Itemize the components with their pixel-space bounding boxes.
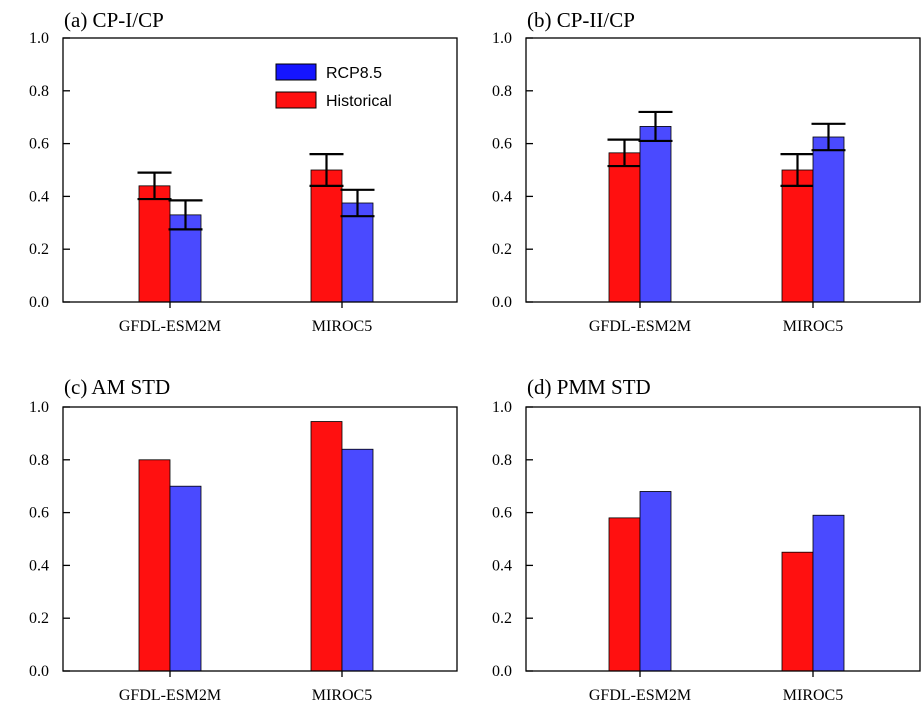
plot-frame xyxy=(62,406,458,672)
panel-a-plot: 0.0 0.2 0.4 0.6 0.8 1.0 GFDL-ESM2M MIROC5 xyxy=(29,30,458,335)
y-tick-label: 0.4 xyxy=(29,188,49,205)
x-category-label: MIROC5 xyxy=(783,318,843,335)
error-bar-historical-1 xyxy=(309,153,344,187)
y-tick-label: 1.0 xyxy=(492,30,512,47)
y-tick-label: 0.8 xyxy=(492,452,512,469)
y-tick-label: 0.2 xyxy=(29,610,49,627)
legend-swatch-rcp85 xyxy=(275,63,317,81)
y-tick-label: 0.8 xyxy=(492,83,512,100)
y-tick-label: 0.8 xyxy=(29,452,49,469)
legend: RCP8.5 Historical xyxy=(275,63,392,110)
y-tick-label: 0.0 xyxy=(492,663,512,680)
bar-rcp85-1 xyxy=(812,136,845,303)
bar-rcp85-1 xyxy=(812,514,845,672)
error-bar-rcp85-1 xyxy=(340,188,375,218)
legend-swatch-historical xyxy=(275,91,317,109)
panel-b-title: (b) CP-II/CP xyxy=(527,8,635,32)
y-tick-label: 1.0 xyxy=(492,399,512,416)
panel-b: (b) CP-II/CP 0.0 0.2 0.4 0.6 0.8 1.0 GFDL-ESM2… xyxy=(492,8,921,335)
y-tick-label: 1.0 xyxy=(29,30,49,47)
bar-rcp85-0 xyxy=(169,485,202,672)
bar-historical-1 xyxy=(781,169,814,303)
panel-c-title: (c) AM STD xyxy=(64,375,170,399)
error-bar-rcp85-0 xyxy=(638,110,673,143)
y-tick-label: 0.4 xyxy=(492,557,512,574)
panel-a: (a) CP-I/CP 0.0 0.2 0.4 0.6 0.8 1.0 GFDL-ESM2M… xyxy=(29,8,458,335)
x-category-label: MIROC5 xyxy=(312,687,372,702)
x-category-label: MIROC5 xyxy=(783,687,843,702)
panel-a-title: (a) CP-I/CP xyxy=(64,8,164,32)
x-category-label: GFDL-ESM2M xyxy=(119,687,221,702)
error-bar-historical-0 xyxy=(607,138,642,168)
bar-rcp85-1 xyxy=(341,448,374,672)
panel-d: (d) PMM STD 0.0 0.2 0.4 0.6 0.8 1.0 GFDL-ESM2M… xyxy=(492,375,921,702)
y-tick-label: 0.2 xyxy=(29,241,49,258)
bar-historical-0 xyxy=(608,152,641,303)
y-tick-label: 0.2 xyxy=(492,241,512,258)
panel-d-title: (d) PMM STD xyxy=(527,375,651,399)
panel-d-plot: 0.0 0.2 0.4 0.6 0.8 1.0 GFDL-ESM2M MIROC5 xyxy=(492,399,921,702)
y-tick-label: 0.6 xyxy=(492,505,512,522)
y-tick-label: 0.8 xyxy=(29,83,49,100)
bar-historical-1 xyxy=(310,421,343,672)
bar-historical-1 xyxy=(310,169,343,303)
y-tick-label: 0.0 xyxy=(29,663,49,680)
y-tick-label: 0.2 xyxy=(492,610,512,627)
panel-b-plot: 0.0 0.2 0.4 0.6 0.8 1.0 GFDL-ESM2M MIROC5 xyxy=(492,30,921,335)
bar-rcp85-0 xyxy=(639,491,672,672)
error-bar-rcp85-1 xyxy=(811,122,846,152)
y-tick-label: 1.0 xyxy=(29,399,49,416)
bar-historical-0 xyxy=(138,459,171,672)
panel-c: (c) AM STD 0.0 0.2 0.4 0.6 0.8 1.0 GFDL-ESM2M M… xyxy=(29,375,458,702)
plot-frame xyxy=(525,37,921,303)
bar-historical-0 xyxy=(138,185,171,303)
y-tick-label: 0.6 xyxy=(492,136,512,153)
plot-frame xyxy=(525,406,921,672)
x-category-label: GFDL-ESM2M xyxy=(119,318,221,335)
x-category-label: MIROC5 xyxy=(312,318,372,335)
error-bar-historical-0 xyxy=(137,171,172,201)
error-bar-historical-1 xyxy=(780,153,815,187)
y-tick-label: 0.0 xyxy=(29,294,49,311)
error-bar-rcp85-0 xyxy=(168,199,203,231)
bar-historical-1 xyxy=(781,551,814,672)
y-tick-label: 0.4 xyxy=(29,557,49,574)
panel-c-plot: 0.0 0.2 0.4 0.6 0.8 1.0 GFDL-ESM2M MIROC5 xyxy=(29,399,458,702)
legend-label-rcp85: RCP8.5 xyxy=(326,65,382,82)
legend-label-historical: Historical xyxy=(326,93,392,110)
x-category-label: GFDL-ESM2M xyxy=(589,687,691,702)
y-tick-label: 0.6 xyxy=(29,505,49,522)
bar-historical-0 xyxy=(608,517,641,672)
bar-rcp85-1 xyxy=(341,202,374,303)
y-tick-label: 0.0 xyxy=(492,294,512,311)
y-tick-label: 0.4 xyxy=(492,188,512,205)
bar-rcp85-0 xyxy=(639,126,672,303)
x-category-label: GFDL-ESM2M xyxy=(589,318,691,335)
plot-frame xyxy=(62,37,458,303)
y-tick-label: 0.6 xyxy=(29,136,49,153)
